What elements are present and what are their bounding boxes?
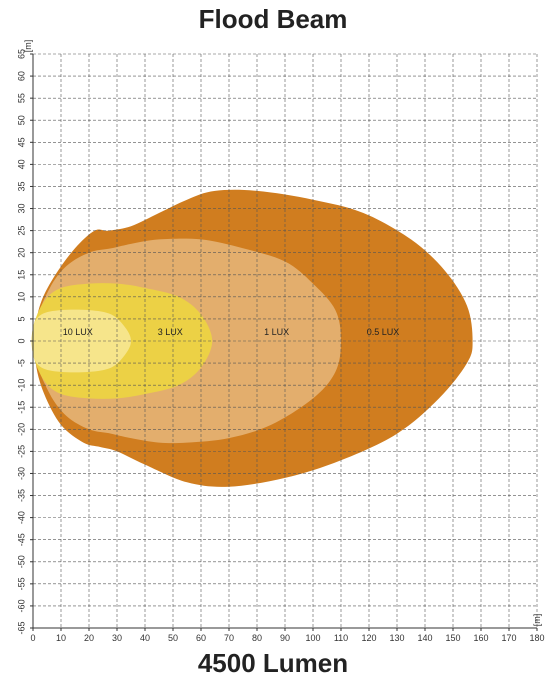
x-unit-label: [m] bbox=[532, 614, 542, 627]
y-tick-label--40: -40 bbox=[16, 511, 26, 524]
x-tick-label-110: 110 bbox=[334, 633, 348, 643]
x-tick-label-130: 130 bbox=[389, 633, 404, 643]
y-tick-label--15: -15 bbox=[16, 401, 26, 414]
x-tick-label-30: 30 bbox=[112, 633, 122, 643]
y-tick-label-15: 15 bbox=[16, 270, 26, 280]
y-tick-label-10: 10 bbox=[16, 292, 26, 302]
x-tick-label-20: 20 bbox=[84, 633, 94, 643]
x-tick-label-150: 150 bbox=[445, 633, 460, 643]
x-tick-label-50: 50 bbox=[168, 633, 178, 643]
x-tick-label-80: 80 bbox=[252, 633, 262, 643]
x-tick-label-0: 0 bbox=[30, 633, 35, 643]
zone-label-layer: 0.5 LUX 1 LUX 3 LUX 10 LUX bbox=[63, 327, 399, 337]
y-tick-label--10: -10 bbox=[16, 379, 26, 392]
x-tick-label-10: 10 bbox=[56, 633, 66, 643]
y-tick-label--30: -30 bbox=[16, 467, 26, 480]
x-tick-label-160: 160 bbox=[473, 633, 488, 643]
y-tick-label--25: -25 bbox=[16, 445, 26, 458]
zone-label-3: 10 LUX bbox=[63, 327, 93, 337]
x-tick-label-40: 40 bbox=[140, 633, 150, 643]
y-tick-label-50: 50 bbox=[16, 115, 26, 125]
y-tick-label--45: -45 bbox=[16, 533, 26, 546]
y-tick-label--60: -60 bbox=[16, 599, 26, 612]
y-tick-label-40: 40 bbox=[16, 159, 26, 169]
zone-label-0: 0.5 LUX bbox=[367, 327, 400, 337]
zone-3 bbox=[31, 309, 132, 373]
y-tick-label-25: 25 bbox=[16, 226, 26, 236]
chart-caption: 4500 Lumen bbox=[197, 648, 349, 678]
x-tick-label-170: 170 bbox=[501, 633, 516, 643]
y-tick-label--35: -35 bbox=[16, 489, 26, 502]
y-tick-label-45: 45 bbox=[16, 137, 26, 147]
axis-layer: 0 10 20 30 40 50 60 70 80 90 100 110 120 130 140 150 160… bbox=[16, 40, 544, 643]
zone-layer bbox=[31, 189, 473, 487]
y-tick-label-20: 20 bbox=[16, 248, 26, 258]
y-tick-label-0: 0 bbox=[16, 338, 26, 343]
y-tick-label--55: -55 bbox=[16, 577, 26, 590]
y-tick-label-65: 65 bbox=[16, 49, 26, 59]
y-tick-label--20: -20 bbox=[16, 423, 26, 436]
x-tick-label-140: 140 bbox=[417, 633, 432, 643]
x-tick-label-70: 70 bbox=[224, 633, 234, 643]
y-tick-label-60: 60 bbox=[16, 71, 26, 81]
y-tick-label-55: 55 bbox=[16, 93, 26, 103]
y-tick-label-35: 35 bbox=[16, 181, 26, 191]
y-tick-label--65: -65 bbox=[16, 621, 26, 634]
grid-layer bbox=[32, 53, 538, 629]
x-tick-label-120: 120 bbox=[361, 633, 376, 643]
zone-label-1: 1 LUX bbox=[264, 327, 289, 337]
x-tick-label-60: 60 bbox=[196, 633, 206, 643]
y-tick-label--5: -5 bbox=[16, 359, 26, 367]
x-tick-label-180: 180 bbox=[529, 633, 544, 643]
chart-title: Flood Beam bbox=[198, 4, 348, 34]
y-tick-label-30: 30 bbox=[16, 204, 26, 214]
y-unit-label: [m] bbox=[23, 40, 33, 53]
y-tick-label-5: 5 bbox=[16, 316, 26, 321]
y-tick-label--50: -50 bbox=[16, 555, 26, 568]
zone-label-2: 3 LUX bbox=[158, 327, 183, 337]
x-tick-label-90: 90 bbox=[280, 633, 290, 643]
x-tick-label-100: 100 bbox=[305, 633, 320, 643]
